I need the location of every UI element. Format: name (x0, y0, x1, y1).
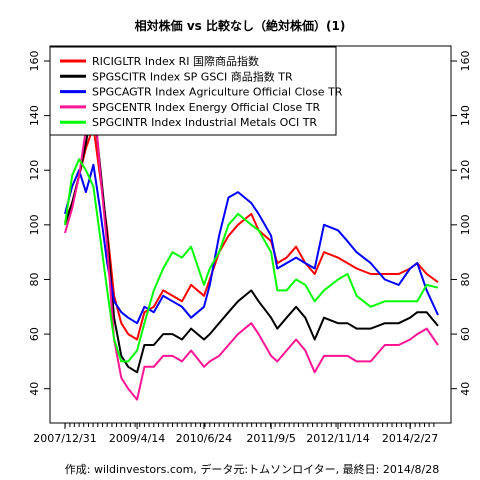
chart-caption: 作成: wildinvestors.com, データ元:トムソンロイター, 最終… (65, 462, 439, 476)
series-line-3 (64, 163, 439, 325)
x-axis: 2007/12/31 2009/4/14 2010/6/24 2011/9/5 2012… (33, 423, 438, 445)
y-axis-left: 40 60 80 100 120 140 160 (28, 51, 50, 396)
series-line-1 (64, 125, 439, 341)
y-tick-label-right: 40 (459, 382, 472, 396)
y-axis-right: 40 60 80 100 120 140 160 (451, 51, 472, 396)
y-tick-label-left: 140 (28, 105, 41, 126)
x-tick-label: 2009/4/14 (109, 432, 165, 445)
y-tick-label-left: 100 (28, 214, 41, 235)
legend-label: SPGCENTR Index Energy Official Close TR (92, 101, 321, 114)
y-tick-label-left: 40 (28, 382, 41, 396)
y-tick-label-right: 140 (459, 105, 472, 126)
x-tick-label: 2014/2/27 (382, 432, 438, 445)
y-tick-label-right: 80 (459, 272, 472, 286)
y-tick-label-left: 60 (28, 327, 41, 341)
legend-box (49, 46, 337, 136)
y-tick-label-right: 100 (459, 214, 472, 235)
x-tick-label: 2012/11/14 (306, 432, 369, 445)
chart-title: 相対株価 vs 比較なし（絶対株価）(1) (135, 18, 346, 33)
y-tick-label-right: 120 (459, 160, 472, 181)
y-tick-label-right: 60 (459, 327, 472, 341)
series-line-4 (64, 87, 439, 401)
x-tick-label: 2007/12/31 (33, 432, 96, 445)
series-layer (64, 87, 439, 401)
x-tick-label: 2011/9/5 (246, 432, 295, 445)
legend-label: SPGCAGTR Index Agriculture Official Clos… (92, 86, 343, 99)
legend-label: RICIGLTR Index RI 国際商品指数 (92, 54, 259, 68)
legend-label: SPGSCITR Index SP GSCI 商品指数 TR (92, 69, 293, 83)
legend-label: SPGCINTR Index Industrial Metals OCI TR (92, 116, 317, 129)
x-tick-label: 2010/6/24 (176, 432, 232, 445)
y-tick-label-left: 160 (28, 51, 41, 72)
series-line-5 (64, 158, 439, 363)
y-tick-label-left: 120 (28, 160, 41, 181)
y-tick-label-left: 80 (28, 272, 41, 286)
y-tick-label-right: 160 (459, 51, 472, 72)
plot-frame (49, 45, 452, 424)
